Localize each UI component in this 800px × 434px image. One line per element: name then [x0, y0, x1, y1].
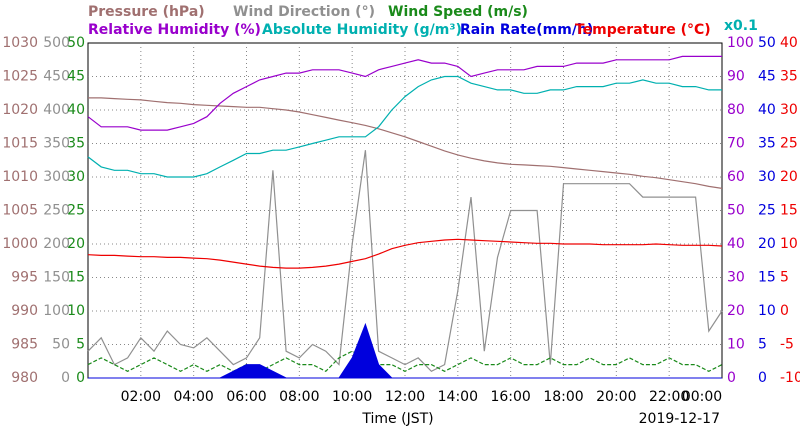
x-tick-label: 20:00 — [596, 389, 636, 405]
y-tick-label: 250 — [43, 203, 70, 219]
y-tick-label: 20 — [727, 303, 745, 319]
series-line — [87, 238, 723, 269]
y-tick-label: 50 — [758, 35, 776, 51]
y-tick-label: 30 — [727, 270, 745, 286]
y-tick-label: 15 — [780, 203, 798, 219]
y-tick-label: 10 — [67, 303, 85, 319]
legend-label: Temperature (°C) — [575, 22, 711, 38]
y-tick-label: 5 — [780, 270, 789, 286]
y-tick-label: 0 — [780, 303, 789, 319]
y-tick-label: 40 — [758, 102, 776, 118]
x-tick-label: 02:00 — [121, 389, 161, 405]
x-tick-label: 14:00 — [438, 389, 478, 405]
y-tick-label: 150 — [43, 270, 70, 286]
y-tick-label: 1010 — [2, 169, 38, 185]
y-tick-label: 20 — [780, 169, 798, 185]
y-tick-label: 985 — [11, 337, 38, 353]
y-tick-label: 45 — [758, 69, 776, 85]
y-tick-label: 25 — [758, 203, 776, 219]
y-tick-label: 20 — [67, 236, 85, 252]
legend-label: Absolute Humidity (g/m³) — [262, 22, 462, 38]
y-tick-label: 5 — [758, 337, 767, 353]
y-tick-label: 10 — [758, 303, 776, 319]
y-tick-label: 60 — [727, 169, 745, 185]
x-tick-label: 12:00 — [385, 389, 425, 405]
x-tick-label: 18:00 — [543, 389, 583, 405]
series-line — [87, 150, 723, 373]
y-tick-label: 1025 — [2, 69, 38, 85]
y-tick-label: 0 — [758, 370, 767, 386]
y-tick-label: 1020 — [2, 102, 38, 118]
y-tick-label: 80 — [727, 102, 745, 118]
y-tick-label: 30 — [67, 169, 85, 185]
y-tick-label: 100 — [727, 35, 754, 51]
x-tick-label: 22:00 — [649, 389, 689, 405]
rain-area — [88, 322, 722, 379]
y-tick-label: 0 — [76, 370, 85, 386]
x-axis-label: Time (JST) — [361, 411, 433, 427]
y-tick-label: 90 — [727, 69, 745, 85]
y-tick-label: 50 — [67, 35, 85, 51]
y-tick-label: 25 — [780, 136, 798, 152]
y-tick-label: 990 — [11, 303, 38, 319]
y-tick-label: 35 — [780, 69, 798, 85]
x-tick-label: 16:00 — [490, 389, 530, 405]
x-tick-label: 10:00 — [332, 389, 372, 405]
y-tick-label: 995 — [11, 270, 38, 286]
x-tick-label: 00:00 — [682, 389, 722, 405]
y-tick-label: 20 — [758, 236, 776, 252]
y-tick-label: 450 — [43, 69, 70, 85]
y-tick-label: 500 — [43, 35, 70, 51]
y-tick-label: 40 — [67, 102, 85, 118]
y-tick-label: 300 — [43, 169, 70, 185]
series-line — [87, 350, 723, 373]
y-tick-label: -10 — [780, 370, 800, 386]
y-tick-label: 35 — [758, 136, 776, 152]
legend-label: Pressure (hPa) — [88, 4, 205, 20]
y-tick-label: 50 — [727, 203, 745, 219]
y-tick-label: 45 — [67, 69, 85, 85]
y-tick-label: 35 — [67, 136, 85, 152]
y-tick-label: 50 — [52, 337, 70, 353]
y-tick-label: 15 — [758, 270, 776, 286]
y-tick-label: 1000 — [2, 236, 38, 252]
y-tick-label: 350 — [43, 136, 70, 152]
y-tick-label: 25 — [67, 203, 85, 219]
y-tick-label: 1015 — [2, 136, 38, 152]
y-tick-label: 100 — [43, 303, 70, 319]
y-tick-label: 1030 — [2, 35, 38, 51]
legend-label: Wind Speed (m/s) — [388, 4, 528, 20]
legend-label: Relative Humidity (%) — [88, 22, 261, 38]
y-tick-label: 980 — [11, 370, 38, 386]
y-tick-label: 0 — [61, 370, 70, 386]
legend-label: Rain Rate(mm/h) — [460, 22, 593, 38]
y-tick-label: 15 — [67, 270, 85, 286]
y-tick-label: 30 — [780, 102, 798, 118]
y-tick-label: 70 — [727, 136, 745, 152]
y-tick-label: 30 — [758, 169, 776, 185]
scale-label: x0.1 — [724, 18, 758, 34]
y-tick-label: 200 — [43, 236, 70, 252]
x-tick-label: 08:00 — [279, 389, 319, 405]
y-tick-label: 40 — [780, 35, 798, 51]
date-label: 2019-12-17 — [639, 411, 720, 427]
legend-label: Wind Direction (°) — [233, 4, 375, 20]
x-tick-label: 04:00 — [173, 389, 213, 405]
x-tick-label: 06:00 — [226, 389, 266, 405]
y-tick-label: 40 — [727, 236, 745, 252]
y-tick-label: 1005 — [2, 203, 38, 219]
series-line — [87, 75, 722, 178]
y-tick-label: 10 — [780, 236, 798, 252]
y-tick-label: 5 — [76, 337, 85, 353]
series-line — [88, 97, 723, 189]
y-tick-label: -5 — [780, 337, 794, 353]
y-tick-label: 400 — [43, 102, 70, 118]
y-tick-label: 10 — [727, 337, 745, 353]
y-tick-label: 0 — [727, 370, 736, 386]
series-line — [87, 55, 722, 131]
